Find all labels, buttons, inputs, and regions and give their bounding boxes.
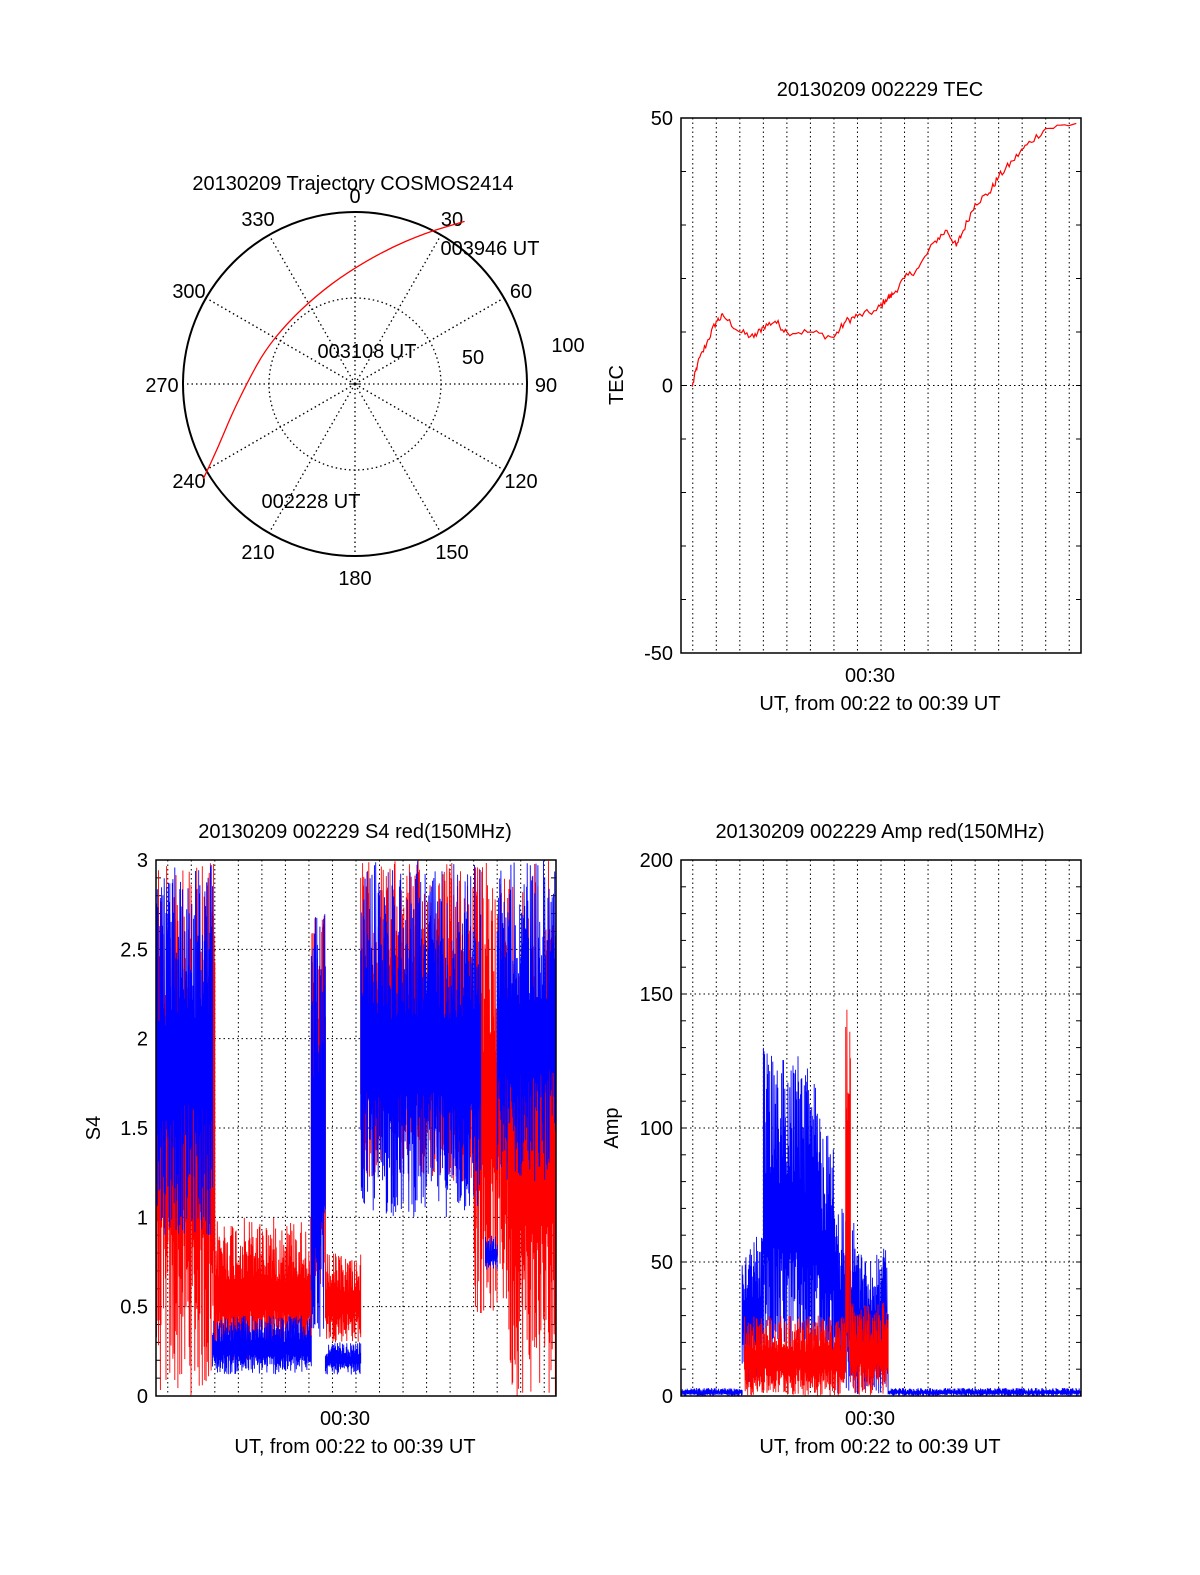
polar-spoke-210 xyxy=(268,383,356,534)
s4-ytick-label: 2 xyxy=(137,1029,148,1051)
s4-plot-frame xyxy=(155,859,557,1397)
s4-ytick-label: 1.5 xyxy=(120,1118,148,1140)
tec-title: 20130209 002229 TEC xyxy=(777,79,983,101)
tec-series-line xyxy=(691,122,1077,387)
polar-time-annotation: 002228 UT xyxy=(262,491,361,513)
polar-azimuth-label: 180 xyxy=(338,568,371,590)
polar-time-annotation: 003946 UT xyxy=(441,238,540,260)
amp-title: 20130209 002229 Amp red(150MHz) xyxy=(715,821,1044,843)
polar-spoke-60 xyxy=(354,297,505,385)
amp-ytick-label: 150 xyxy=(640,984,673,1006)
amp-plot-frame xyxy=(680,859,1082,1397)
polar-elevation-label: 100 xyxy=(551,335,584,357)
amp-ylabel: Amp xyxy=(601,1107,623,1148)
polar-spoke-30 xyxy=(354,234,442,385)
polar-title: 20130209 Trajectory COSMOS2414 xyxy=(192,173,513,195)
polar-time-annotation: 003108 UT xyxy=(318,341,417,363)
tec-ytick-label: 50 xyxy=(651,108,673,130)
polar-azimuth-label: 120 xyxy=(504,471,537,493)
polar-azimuth-label: 150 xyxy=(435,542,468,564)
s4-series-blue xyxy=(155,860,557,1375)
amp-xlabel: UT, from 00:22 to 00:39 UT xyxy=(759,1436,1000,1458)
s4-ytick-label: 0 xyxy=(137,1386,148,1408)
amp-series-red xyxy=(744,1009,889,1396)
polar-spoke-330 xyxy=(268,234,356,385)
polar-azimuth-label: 60 xyxy=(510,281,532,303)
polar-azimuth-label: 210 xyxy=(241,542,274,564)
amp-panel: 20130209 002229 Amp red(150MHz) Amp 00:3… xyxy=(601,821,1082,1458)
polar-spoke-240 xyxy=(205,383,356,471)
polar-azimuth-label: 300 xyxy=(172,281,205,303)
amp-ytick-label: 200 xyxy=(640,850,673,872)
tec-ytick-label: 0 xyxy=(662,376,673,398)
s4-title: 20130209 002229 S4 red(150MHz) xyxy=(198,821,512,843)
polar-azimuth-label: 330 xyxy=(241,209,274,231)
s4-ytick-label: 3 xyxy=(137,850,148,872)
polar-azimuth-label: 270 xyxy=(145,375,178,397)
amp-ytick-label: 50 xyxy=(651,1252,673,1274)
tec-xlabel: UT, from 00:22 to 00:39 UT xyxy=(759,693,1000,715)
s4-ytick-label: 2.5 xyxy=(120,939,148,961)
tec-panel: 20130209 002229 TEC TEC 00:30 UT, from 0… xyxy=(606,79,1082,715)
amp-ytick-label: 100 xyxy=(640,1118,673,1140)
polar-spoke-120 xyxy=(354,383,505,471)
tec-plot-frame xyxy=(680,117,1082,654)
s4-ylabel: S4 xyxy=(83,1116,105,1140)
s4-xtick-label: 00:30 xyxy=(320,1408,370,1430)
polar-azimuth-label: 240 xyxy=(172,471,205,493)
tec-xtick-label: 00:30 xyxy=(845,665,895,687)
s4-ytick-label: 0.5 xyxy=(120,1297,148,1319)
polar-trajectory-line xyxy=(202,220,465,480)
polar-azimuth-label: 0 xyxy=(349,186,360,208)
polar-spoke-150 xyxy=(354,383,442,534)
amp-ytick-label: 0 xyxy=(662,1386,673,1408)
tec-ylabel: TEC xyxy=(606,365,628,405)
s4-xlabel: UT, from 00:22 to 00:39 UT xyxy=(234,1436,475,1458)
polar-azimuth-label: 90 xyxy=(535,375,557,397)
amp-xtick-label: 00:30 xyxy=(845,1408,895,1430)
polar-elevation-label: 50 xyxy=(462,347,484,369)
s4-panel: 20130209 002229 S4 red(150MHz) S4 00:30 … xyxy=(83,821,557,1458)
tec-ytick-label: -50 xyxy=(644,643,673,665)
polar-azimuth-label: 30 xyxy=(441,209,463,231)
polar-trajectory-panel: 20130209 Trajectory COSMOS2414 0 30 60 90 12… xyxy=(145,173,584,590)
polar-spoke-300 xyxy=(205,297,356,385)
s4-ytick-label: 1 xyxy=(137,1207,148,1229)
